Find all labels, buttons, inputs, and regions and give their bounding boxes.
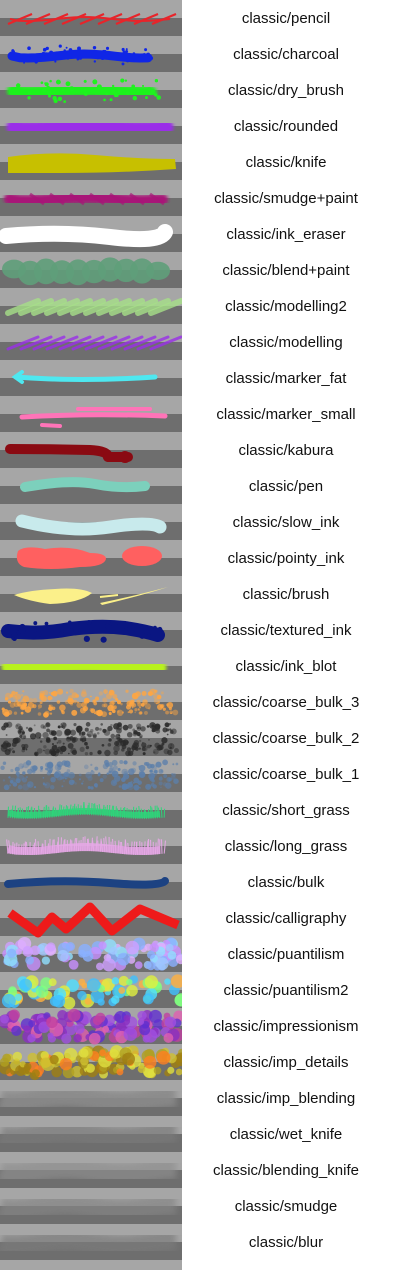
brush-label-charcoal[interactable]: classic/charcoal [233,46,339,63]
brush-label-slow-ink[interactable]: classic/slow_ink [232,514,340,531]
marker-small-stroke-icon [19,407,168,428]
brush-label-kabura[interactable]: classic/kabura [238,442,334,459]
brush-label-ink-blot[interactable]: classic/ink_blot [235,658,337,675]
brush-label-long-grass[interactable]: classic/long_grass [224,838,348,855]
brush-label-blend-paint[interactable]: classic/blend+paint [222,262,350,279]
blend-paint-stroke-icon [2,257,170,286]
rounded-stroke-icon [6,117,174,137]
brush-label-short-grass[interactable]: classic/short_grass [222,802,350,819]
short-grass-stroke-icon [7,801,166,820]
calligraphy-stroke-icon [7,902,180,938]
brush-label-coarse-bulk-2[interactable]: classic/coarse_bulk_2 [212,730,360,747]
brush-label-dry-brush[interactable]: classic/dry_brush [228,82,344,99]
wet-knife-stroke-icon [0,1120,177,1150]
brush-label-pen[interactable]: classic/pen [248,478,324,495]
charcoal-stroke-icon [7,44,154,66]
slow-ink-stroke-icon [15,514,167,536]
brush-label-smudge-paint[interactable]: classic/smudge+paint [214,190,358,207]
brush-label-imp-details[interactable]: classic/imp_details [223,1054,349,1071]
brush-label-knife[interactable]: classic/knife [245,154,327,171]
brush-label-imp-blending[interactable]: classic/imp_blending [216,1090,356,1107]
brush-label-brush[interactable]: classic/brush [242,586,330,603]
knife-stroke-icon [8,153,176,173]
imp-details-stroke-icon [0,1045,182,1081]
long-grass-stroke-icon [6,836,167,856]
brush-label-blending-knife[interactable]: classic/blending_knife [213,1162,359,1179]
smudge-stroke-icon [0,1192,177,1222]
brush-label-rounded[interactable]: classic/rounded [233,118,339,135]
puantilism2-stroke-icon [1,974,182,1010]
kabura-stroke-icon [5,444,133,463]
brush-label-coarse-bulk-1[interactable]: classic/coarse_bulk_1 [212,766,360,783]
brush-label-modelling[interactable]: classic/modelling [229,334,343,351]
brush-label-pointy-ink[interactable]: classic/pointy_ink [227,550,345,567]
brush-label-puantilism[interactable]: classic/puantilism [227,946,345,963]
pointy-ink-stroke-icon [16,546,162,569]
blending-knife-stroke-icon [0,1156,177,1186]
imp-blending-stroke-icon [0,1084,177,1114]
brush-label-modelling2[interactable]: classic/modelling2 [225,298,347,315]
impressionism-stroke-icon [0,1008,182,1045]
blur-stroke-icon [0,1228,177,1258]
brush-label-smudge[interactable]: classic/smudge [234,1198,338,1215]
brush-preview-column [0,0,182,1270]
textured-ink-stroke-icon [1,619,165,643]
bulk-stroke-icon [4,877,169,889]
brush-label-impressionism[interactable]: classic/impressionism [213,1018,359,1035]
brush-preview-canvas [0,12,182,1258]
brush-label-bulk[interactable]: classic/bulk [247,874,325,891]
coarse-bulk-2-stroke-icon [0,721,179,757]
modelling-stroke-icon [6,335,182,351]
brush-stroke-icon [14,587,168,605]
pencil-stroke-icon [7,12,177,26]
pen-stroke-icon [20,477,150,493]
coarse-bulk-1-stroke-icon [0,759,179,791]
brush-label-marker-small[interactable]: classic/marker_small [216,406,356,423]
brush-label-puantilism2[interactable]: classic/puantilism2 [223,982,349,999]
puantilism-stroke-icon [2,936,182,972]
brush-label-coarse-bulk-3[interactable]: classic/coarse_bulk_3 [212,694,360,711]
brush-label-wet-knife[interactable]: classic/wet_knife [229,1126,343,1143]
brush-label-column: classic/pencil classic/charcoal classic/dr… [182,0,420,1270]
marker-fat-stroke-icon [11,370,158,384]
ink-eraser-stroke-icon [0,224,173,248]
ink-blot-stroke-icon [1,658,167,676]
brush-label-marker-fat[interactable]: classic/marker_fat [225,370,347,387]
brush-label-calligraphy[interactable]: classic/calligraphy [225,910,347,927]
smudge-paint-stroke-icon [4,190,168,208]
modelling2-stroke-icon [5,298,182,316]
brush-label-ink-eraser[interactable]: classic/ink_eraser [226,226,346,243]
brush-label-textured-ink[interactable]: classic/textured_ink [220,622,352,639]
brush-label-blur[interactable]: classic/blur [248,1234,324,1251]
brush-label-pencil[interactable]: classic/pencil [241,10,331,27]
coarse-bulk-3-stroke-icon [1,688,179,718]
dry-brush-stroke-icon [7,78,161,104]
